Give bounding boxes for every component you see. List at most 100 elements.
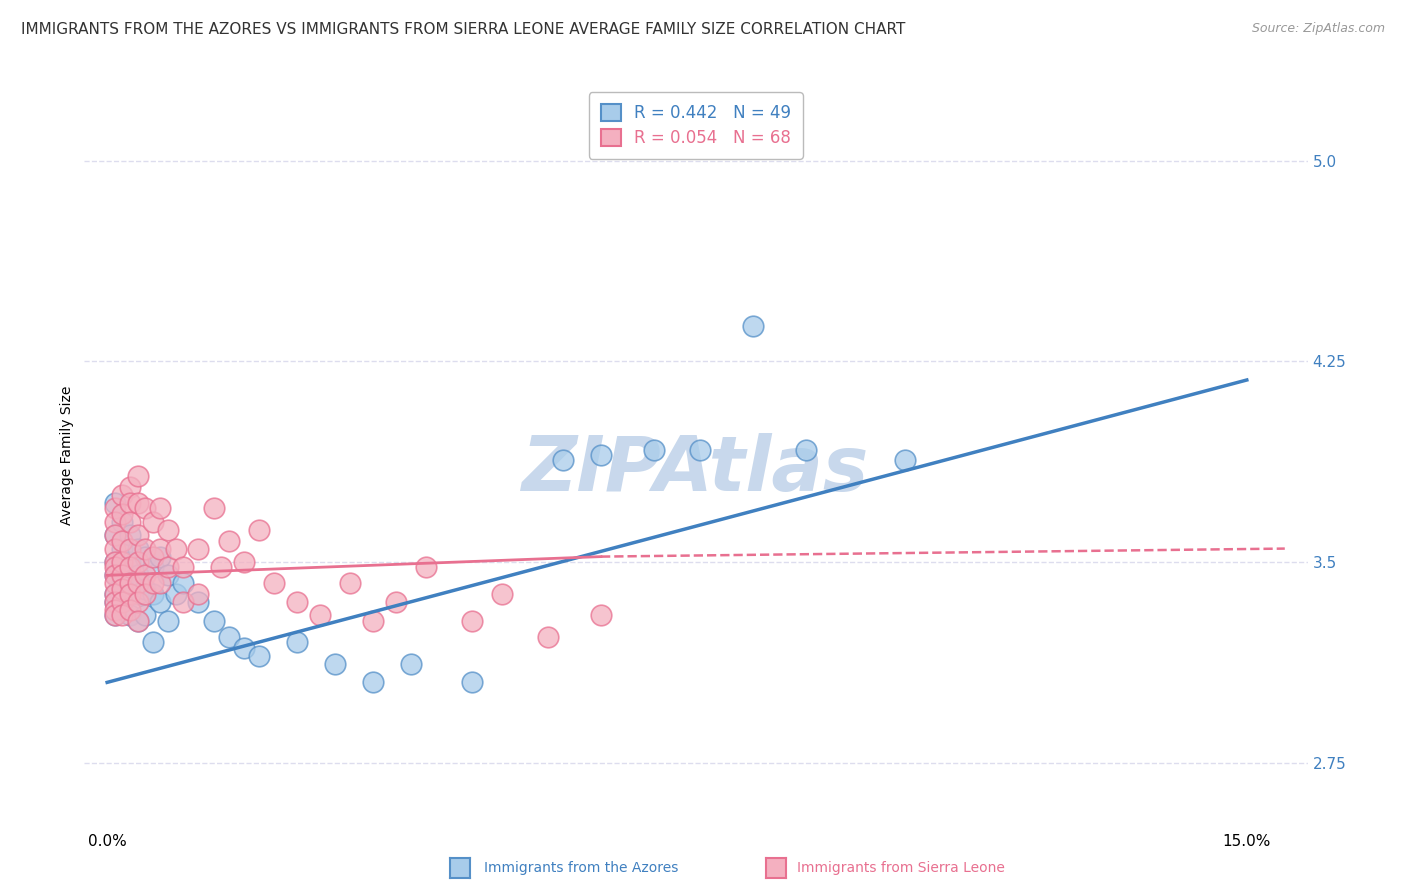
Point	[142, 576, 165, 591]
Point	[104, 501, 127, 516]
Point	[104, 515, 127, 529]
Point	[323, 657, 346, 671]
Point	[104, 560, 127, 574]
Point	[127, 555, 149, 569]
Point	[361, 614, 384, 628]
Point	[111, 533, 134, 548]
Point	[134, 501, 156, 516]
Point	[111, 507, 134, 521]
Point	[461, 675, 484, 690]
Point	[118, 541, 141, 556]
Point	[232, 555, 254, 569]
Point	[285, 635, 308, 649]
Point	[187, 541, 209, 556]
Point	[134, 582, 156, 596]
Point	[127, 614, 149, 628]
Point	[111, 488, 134, 502]
Point	[104, 555, 127, 569]
Text: Immigrants from the Azores: Immigrants from the Azores	[484, 861, 678, 875]
Point	[232, 640, 254, 655]
Point	[104, 528, 127, 542]
Point	[127, 595, 149, 609]
Point	[742, 319, 765, 334]
Point	[202, 614, 225, 628]
Point	[156, 614, 179, 628]
Point	[104, 568, 127, 582]
Point	[118, 608, 141, 623]
Point	[118, 480, 141, 494]
Point	[415, 560, 437, 574]
Point	[118, 555, 141, 569]
Point	[111, 568, 134, 582]
Point	[156, 560, 179, 574]
Point	[127, 568, 149, 582]
Point	[104, 541, 127, 556]
Point	[118, 560, 141, 574]
Point	[111, 541, 134, 556]
Point	[104, 603, 127, 617]
Point	[339, 576, 361, 591]
Point	[689, 442, 711, 457]
Point	[156, 568, 179, 582]
Point	[165, 587, 187, 601]
Point	[247, 523, 270, 537]
Point	[149, 501, 172, 516]
Point	[134, 587, 156, 601]
Text: Source: ZipAtlas.com: Source: ZipAtlas.com	[1251, 22, 1385, 36]
Point	[187, 587, 209, 601]
Point	[104, 608, 127, 623]
Point	[156, 523, 179, 537]
Point	[551, 453, 574, 467]
Text: ZIPAtlas: ZIPAtlas	[522, 433, 870, 507]
Point	[309, 608, 332, 623]
Y-axis label: Average Family Size: Average Family Size	[60, 385, 75, 524]
Point	[111, 582, 134, 596]
Point	[491, 587, 513, 601]
Point	[172, 595, 194, 609]
Point	[385, 595, 408, 609]
Point	[149, 595, 172, 609]
Point	[643, 442, 665, 457]
Point	[104, 528, 127, 542]
Point	[127, 587, 149, 601]
Point	[142, 587, 165, 601]
Point	[104, 608, 127, 623]
Point	[111, 608, 134, 623]
Point	[134, 541, 156, 556]
Point	[104, 496, 127, 510]
Point	[104, 595, 127, 609]
Point	[118, 587, 141, 601]
Point	[172, 560, 194, 574]
Point	[134, 549, 156, 564]
Point	[165, 541, 187, 556]
Point	[118, 528, 141, 542]
Point	[142, 549, 165, 564]
Point	[111, 560, 134, 574]
Point	[894, 453, 917, 467]
Point	[142, 515, 165, 529]
Point	[263, 576, 285, 591]
Point	[111, 595, 134, 609]
Point	[149, 576, 172, 591]
Point	[104, 555, 127, 569]
Point	[218, 533, 240, 548]
Point	[104, 568, 127, 582]
Point	[118, 576, 141, 591]
Point	[794, 442, 817, 457]
Point	[111, 595, 134, 609]
Point	[111, 555, 134, 569]
Point	[134, 608, 156, 623]
Point	[149, 549, 172, 564]
Point	[209, 560, 232, 574]
Point	[142, 560, 165, 574]
Point	[589, 608, 612, 623]
Point	[537, 630, 560, 644]
Text: Immigrants from Sierra Leone: Immigrants from Sierra Leone	[797, 861, 1005, 875]
Point	[111, 576, 134, 591]
Point	[127, 576, 149, 591]
Point	[134, 568, 156, 582]
Point	[104, 587, 127, 601]
Point	[285, 595, 308, 609]
Point	[104, 587, 127, 601]
Point	[127, 541, 149, 556]
